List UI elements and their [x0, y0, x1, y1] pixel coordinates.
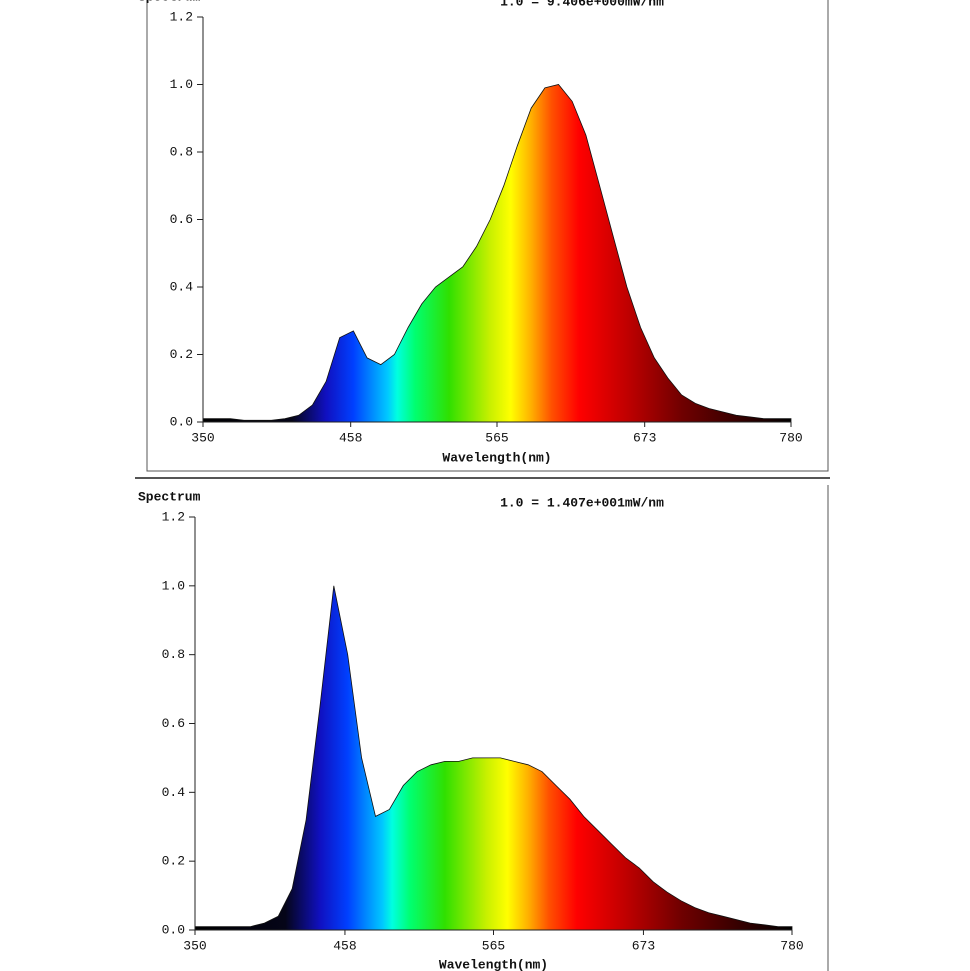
y-tick-label: 1.2	[162, 509, 185, 524]
x-tick-label: 458	[339, 430, 362, 445]
y-tick-label: 0.8	[170, 144, 193, 159]
x-tick-label: 673	[633, 430, 656, 445]
spectrum-area	[194, 585, 793, 931]
x-tick-label: 350	[191, 430, 214, 445]
chart-subtitle: 1.0 = 1.407e+001mW/nm	[500, 495, 664, 510]
y-tick-label: 0.6	[170, 212, 193, 227]
panel-frame	[146, 0, 829, 472]
chart-title: Spectrum	[138, 489, 201, 504]
x-tick-label: 350	[183, 938, 206, 953]
y-tick-label: 0.4	[162, 785, 186, 800]
chart-title: Spectrum	[138, 0, 201, 4]
x-tick-label: 780	[780, 938, 803, 953]
y-tick-label: 0.0	[162, 922, 185, 937]
x-tick-label: 565	[485, 430, 508, 445]
y-tick-label: 0.8	[162, 647, 185, 662]
x-tick-label: 673	[632, 938, 655, 953]
x-tick-label: 565	[482, 938, 505, 953]
y-tick-label: 0.2	[162, 854, 185, 869]
spectrum-area	[202, 84, 792, 423]
y-tick-label: 0.2	[170, 347, 193, 362]
x-axis-label: Wavelength(nm)	[442, 450, 551, 465]
chart-subtitle: 1.0 = 9.406e+000mW/nm	[500, 0, 664, 9]
x-tick-label: 458	[333, 938, 356, 953]
y-tick-label: 0.0	[170, 414, 193, 429]
y-tick-label: 1.0	[170, 77, 193, 92]
y-tick-label: 0.6	[162, 716, 185, 731]
y-tick-label: 1.2	[170, 9, 193, 24]
y-tick-label: 1.0	[162, 578, 185, 593]
x-axis-label: Wavelength(nm)	[439, 957, 548, 971]
x-tick-label: 780	[779, 430, 802, 445]
y-tick-label: 0.4	[170, 279, 194, 294]
